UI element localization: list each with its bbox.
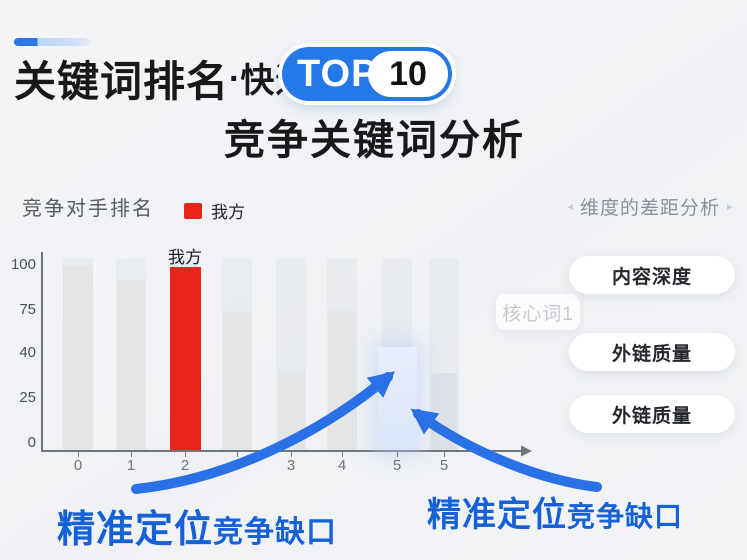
legend-label: 我方 bbox=[211, 203, 245, 222]
dimension-panel-title: 维度的差距分析 bbox=[579, 198, 720, 219]
x-axis-tick bbox=[78, 452, 79, 457]
badge-top-label: TOP bbox=[297, 52, 378, 95]
callout-right-rest: 竞争缺口 bbox=[567, 501, 684, 532]
bar-our-side bbox=[169, 267, 201, 450]
x-axis-line bbox=[41, 450, 525, 452]
core-keyword-ghost-label: 核心词1 bbox=[496, 294, 580, 330]
y-axis-tick-label: 0 bbox=[27, 434, 36, 451]
callout-left: 精准定位竞争缺口 bbox=[57, 498, 337, 553]
x-axis-tick-label: 1 bbox=[126, 457, 136, 474]
bar-competitor bbox=[277, 371, 305, 450]
x-axis-tick-label: 4 bbox=[337, 457, 347, 474]
chart-section-title: 竞争对手排名 bbox=[22, 198, 154, 220]
x-axis-tick-label: 5 bbox=[392, 457, 402, 474]
dimension-panel-header: ◂ 维度的差距分析 ▸ bbox=[553, 193, 747, 220]
badge-number: 10 bbox=[368, 51, 448, 97]
legend-swatch-red bbox=[184, 202, 202, 219]
x-axis-tick-label: 5 bbox=[439, 457, 449, 474]
bar-competitor bbox=[63, 265, 93, 450]
callout-right: 精准定位竞争缺口 bbox=[427, 487, 683, 536]
dimension-pill-backlink-quality-1[interactable]: 外链质量 bbox=[569, 333, 735, 371]
callout-left-rest: 竞争缺口 bbox=[213, 516, 338, 549]
dimension-pill-backlink-quality-2[interactable]: 外链质量 bbox=[569, 395, 735, 433]
top10-badge: TOP 10 bbox=[282, 47, 452, 101]
bar-competitor bbox=[431, 373, 457, 450]
x-axis-tick-label: 2 bbox=[180, 457, 190, 474]
y-axis-line bbox=[41, 252, 43, 452]
our-bar-annotation: 我方 bbox=[168, 248, 202, 267]
callout-right-strong: 精准定位 bbox=[427, 496, 567, 534]
page-subtitle: 竞争关键词分析 bbox=[224, 117, 525, 163]
title-main: 关键词排名 bbox=[14, 58, 230, 105]
x-axis-tick bbox=[397, 452, 398, 457]
callout-left-strong: 精准定位 bbox=[57, 509, 214, 551]
bar-competitor bbox=[222, 312, 252, 450]
title-decoration-bar bbox=[14, 38, 90, 46]
bar-competitor bbox=[117, 280, 145, 450]
x-axis-tick-label: 3 bbox=[286, 457, 296, 474]
chart-legend: 我方 bbox=[184, 198, 245, 223]
x-axis-tick bbox=[237, 452, 238, 457]
dimension-pill-content-depth[interactable]: 内容深度 bbox=[569, 256, 735, 294]
chevron-left-icon: ◂ bbox=[567, 201, 573, 213]
title-dot: · bbox=[229, 60, 241, 98]
bar-competitor bbox=[327, 311, 357, 450]
y-axis-tick-label: 25 bbox=[19, 389, 36, 406]
y-axis-tick-label: 75 bbox=[19, 301, 36, 318]
y-axis-tick-label: 40 bbox=[19, 344, 36, 361]
y-axis-tick-label: 100 bbox=[10, 256, 36, 273]
chevron-right-icon: ▸ bbox=[727, 201, 733, 213]
x-axis-tick-label: 0 bbox=[73, 457, 83, 474]
bar-competitive-gap bbox=[377, 347, 417, 450]
page-title: 关键词排名·快速 bbox=[14, 48, 310, 109]
